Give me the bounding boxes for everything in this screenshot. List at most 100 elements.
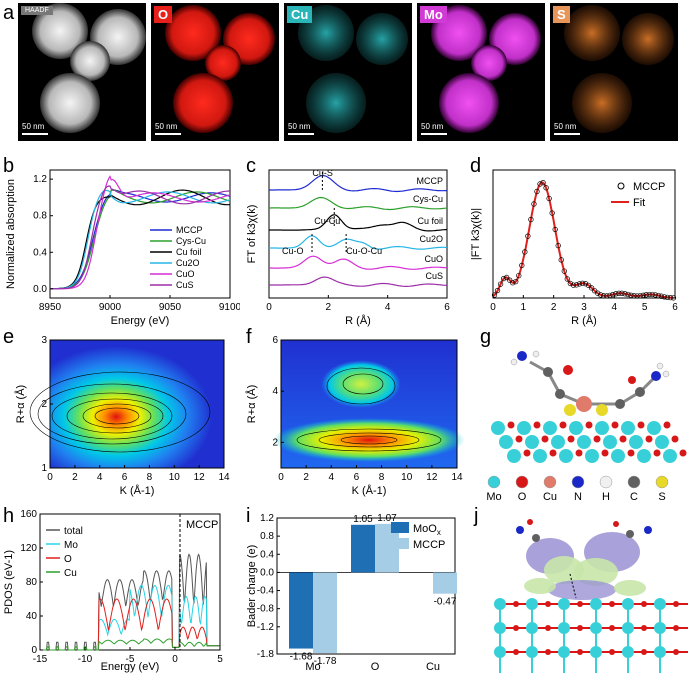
e-x-tick-label: 8 xyxy=(147,472,153,483)
scale-bar xyxy=(288,133,314,135)
mo-atom xyxy=(654,622,666,634)
panel-label-h: h xyxy=(3,505,15,527)
d-series-Fit xyxy=(492,181,674,299)
d-legend-label: MCCP xyxy=(633,181,665,193)
mo-atom xyxy=(663,449,677,463)
i-bar-label: -0.47 xyxy=(434,597,457,608)
i-legend-label: MCCP xyxy=(413,539,445,551)
f-y-tick-label: 6 xyxy=(272,335,278,346)
mo-atom xyxy=(637,449,651,463)
mo-atom xyxy=(526,646,538,658)
mo-atom xyxy=(622,646,634,658)
i-bar-MCCP xyxy=(313,572,337,654)
e-x-tick-label: 10 xyxy=(169,472,181,483)
o-atom xyxy=(609,601,615,607)
h-legend-label: Mo xyxy=(64,540,78,551)
structure-g: Mo O Cu N H C S xyxy=(486,350,687,503)
d-x-tick-label: 2 xyxy=(551,302,557,313)
mo-atom xyxy=(611,449,625,463)
h-x-tick-label: 0 xyxy=(172,654,178,665)
o-atom xyxy=(577,601,583,607)
i-legend-swatch xyxy=(391,538,409,549)
d-series-MCCP-point xyxy=(601,293,607,299)
map-s-tag: S xyxy=(553,6,570,23)
d-series-MCCP-point xyxy=(513,278,519,285)
o-atom xyxy=(541,435,549,443)
d-series-MCCP-point xyxy=(634,293,640,299)
h-x-tick-label: 5 xyxy=(217,654,223,665)
c-x-tick-label: 2 xyxy=(326,302,332,313)
h-xlabel: Energy (eV) xyxy=(101,661,160,673)
map-mo-tag: Mo xyxy=(420,6,447,23)
mo-atom xyxy=(494,646,506,658)
g-legend-swatch xyxy=(571,475,585,489)
b-x-tick-label: 9000 xyxy=(99,302,122,313)
d-series-MCCP-point xyxy=(598,292,604,298)
e-x-tick-label: 14 xyxy=(218,472,230,483)
h-curves xyxy=(40,553,220,651)
mo-atom xyxy=(654,598,666,610)
h-y-tick-label: 120 xyxy=(20,543,37,554)
d-legend-swatch xyxy=(617,182,625,190)
d-series-MCCP-point xyxy=(631,293,637,299)
e-y-tick-label: 2 xyxy=(41,399,47,410)
d-x-tick-label: 6 xyxy=(672,302,678,313)
chart-h: -15 -10 -5 0 5 0 40 80 120 160 MCCP Energy (eV) P… xyxy=(3,509,223,673)
o-atom xyxy=(513,649,519,655)
panel-label-b: b xyxy=(3,155,15,177)
i-y-tick-label: -0.4 xyxy=(257,586,275,597)
mo-atom xyxy=(603,435,617,449)
mo-atom xyxy=(526,598,538,610)
mo-atom xyxy=(585,449,599,463)
f-peak-low xyxy=(273,418,465,462)
f-x-tick-label: 8 xyxy=(379,472,385,483)
e-x-tick-label: 6 xyxy=(122,472,128,483)
f-y-tick-label: 2 xyxy=(272,437,278,448)
i-y-tick-label: -1.8 xyxy=(257,649,275,660)
panel-label-j: j xyxy=(474,505,479,527)
d-series-MCCP-point xyxy=(585,282,592,288)
h-x-tick-label: -10 xyxy=(78,654,93,665)
structure-j xyxy=(494,519,688,673)
d-ylabel: |FT k3χ(k)| xyxy=(470,208,482,260)
d-series-MCCP-point xyxy=(491,292,498,298)
b-y-tick-label: 0.8 xyxy=(33,211,47,222)
haadf-particles xyxy=(32,3,146,133)
o-atom xyxy=(523,449,531,457)
i-legend-label: MoOx xyxy=(413,523,441,537)
g-legend-label: H xyxy=(602,491,610,503)
cu-particles xyxy=(298,5,408,133)
d-series-MCCP-point xyxy=(531,201,537,207)
mo-particles xyxy=(431,5,541,133)
d-curves xyxy=(491,180,677,301)
d-series-MCCP-point xyxy=(582,281,589,287)
mo-atom xyxy=(494,598,506,610)
d-series-MCCP-point xyxy=(616,290,622,296)
h-y-tick-label: 80 xyxy=(26,577,38,588)
o-atom xyxy=(653,449,661,457)
o-atom xyxy=(601,449,609,457)
o-atom xyxy=(577,625,583,631)
d-legend: MCCP Fit xyxy=(611,181,665,209)
o-atom xyxy=(611,421,619,429)
c-series-label: Cys-Cu xyxy=(413,194,443,204)
b-x-tick-label: 9100 xyxy=(219,302,240,313)
scale-bar-label: 50 nm xyxy=(421,122,444,131)
h-series-Cu xyxy=(40,638,220,651)
c-ylabel: FT of k3χ(k) xyxy=(246,205,258,264)
d-x-tick-label: 1 xyxy=(521,302,527,313)
e-x-tick-label: 0 xyxy=(47,472,53,483)
mo-atom xyxy=(569,421,583,435)
plot-frame xyxy=(49,169,231,299)
d-series-MCCP-point xyxy=(628,292,634,298)
d-series-MCCP-point xyxy=(613,291,619,297)
i-y-tick-label: 0.4 xyxy=(260,549,274,560)
o-atom xyxy=(507,421,515,429)
c-annotation-label: Cu-O xyxy=(282,246,304,256)
c-ticks: 0 2 4 6 xyxy=(266,295,450,313)
panel-label-i: i xyxy=(246,505,251,527)
b-xlabel: Energy (eV) xyxy=(111,315,170,327)
scale-bar-label: 50 nm xyxy=(288,122,311,131)
mo-atom xyxy=(507,449,521,463)
